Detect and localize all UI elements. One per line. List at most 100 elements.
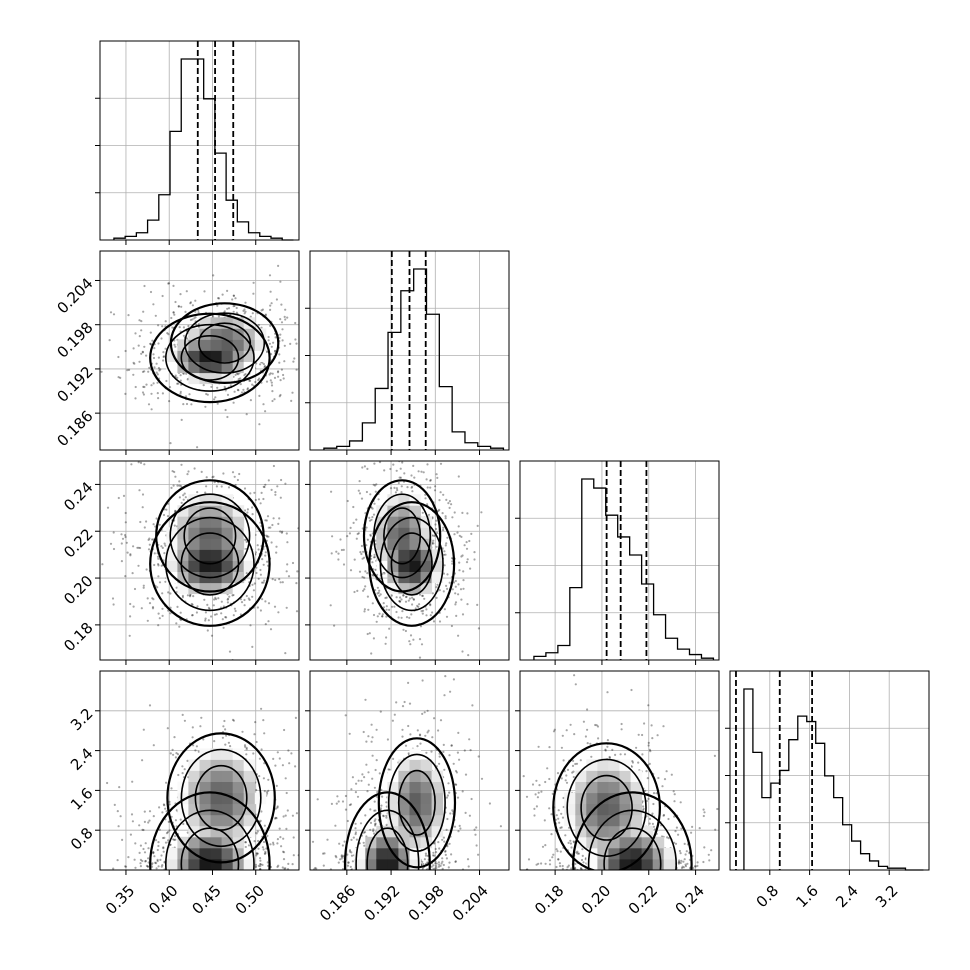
panel-frame	[309, 670, 510, 871]
scatter-point	[187, 324, 190, 328]
scatter-point	[386, 738, 389, 741]
density-cell	[177, 505, 189, 517]
scatter-point	[121, 537, 125, 540]
scatter-point	[178, 484, 181, 487]
scatter-point	[453, 533, 456, 536]
scatter-point	[312, 551, 314, 553]
scatter-point	[358, 570, 362, 573]
scatter-point	[432, 864, 435, 867]
scatter-point	[129, 602, 132, 606]
scatter-point	[255, 362, 258, 365]
scatter-point	[307, 865, 309, 867]
scatter-point	[181, 765, 184, 768]
scatter-point	[451, 516, 454, 519]
scatter-point	[456, 751, 459, 754]
density-cell	[376, 538, 388, 550]
scatter-point	[261, 598, 264, 601]
scatter-point	[444, 853, 447, 857]
scatter-point	[429, 479, 432, 482]
scatter-point	[439, 719, 443, 722]
scatter-point	[454, 603, 457, 606]
scatter-point	[341, 844, 344, 847]
scatter-point	[165, 508, 168, 511]
scatter-point	[143, 463, 146, 466]
scatter-point	[442, 572, 445, 575]
scatter-point	[214, 596, 217, 599]
scatter-point	[143, 284, 146, 288]
scatter-point	[279, 379, 282, 382]
density-cell	[199, 494, 211, 506]
scatter-point	[276, 806, 279, 809]
scatter-point	[350, 854, 354, 857]
scatter-point	[138, 851, 141, 855]
density-cell	[243, 858, 256, 870]
scatter-point	[470, 797, 473, 801]
density-cell	[376, 549, 388, 561]
scatter-point	[385, 805, 388, 808]
scatter-point	[369, 493, 372, 496]
scatter-point	[152, 523, 155, 526]
contour-level-3	[383, 507, 422, 565]
scatter-point	[162, 850, 165, 853]
density-cell	[221, 328, 234, 340]
scatter-point	[410, 486, 413, 489]
scatter-point	[223, 310, 226, 313]
scatter-point	[438, 863, 441, 866]
scatter-point	[284, 814, 287, 817]
scatter-point	[405, 595, 408, 598]
scatter-point	[284, 308, 287, 311]
scatter-point	[369, 534, 372, 537]
density-panel-2-4	[305, 670, 510, 875]
scatter-point	[363, 610, 366, 613]
scatter-point	[120, 542, 123, 545]
density-cell	[210, 505, 223, 517]
contour-level-1	[149, 312, 271, 404]
scatter-point	[252, 442, 254, 444]
scatter-point	[257, 847, 260, 850]
density-panel-2-3	[305, 460, 510, 665]
scatter-point	[302, 564, 304, 566]
scatter-point	[157, 563, 160, 566]
scatter-point	[161, 607, 164, 610]
scatter-point	[214, 598, 218, 601]
density-cell	[177, 339, 189, 351]
scatter-point	[259, 568, 262, 572]
scatter-point	[151, 339, 154, 342]
scatter-point	[212, 315, 215, 318]
scatter-point	[346, 535, 349, 538]
scatter-point	[178, 496, 181, 499]
scatter-point	[272, 517, 275, 520]
scatter-point	[174, 756, 177, 759]
scatter-point	[381, 615, 384, 618]
scatter-point	[270, 541, 273, 544]
scatter-point	[247, 844, 251, 847]
scatter-point	[301, 348, 303, 350]
scatter-point	[118, 786, 121, 789]
scatter-point	[404, 744, 408, 747]
scatter-point	[326, 838, 329, 841]
scatter-point	[206, 629, 209, 632]
scatter-point	[270, 384, 274, 387]
scatter-point	[358, 480, 361, 483]
scatter-point	[246, 508, 249, 511]
scatter-point	[259, 609, 262, 612]
scatter-point	[427, 729, 430, 732]
scatter-point	[432, 539, 435, 542]
density-cell	[188, 781, 200, 794]
scatter-point	[410, 613, 413, 616]
scatter-point	[153, 855, 156, 858]
scatter-point	[398, 600, 401, 603]
scatter-point	[458, 534, 461, 537]
scatter-point	[129, 554, 132, 557]
scatter-point	[165, 379, 168, 383]
scatter-point	[189, 594, 192, 597]
scatter-point	[170, 486, 173, 489]
density-cell	[221, 781, 234, 794]
scatter-point	[442, 526, 445, 529]
scatter-point	[162, 513, 166, 517]
scatter-point	[401, 705, 405, 708]
scatter-point	[477, 627, 480, 630]
scatter-point	[363, 465, 366, 468]
scatter-point	[185, 290, 188, 293]
scatter-point	[145, 520, 148, 523]
